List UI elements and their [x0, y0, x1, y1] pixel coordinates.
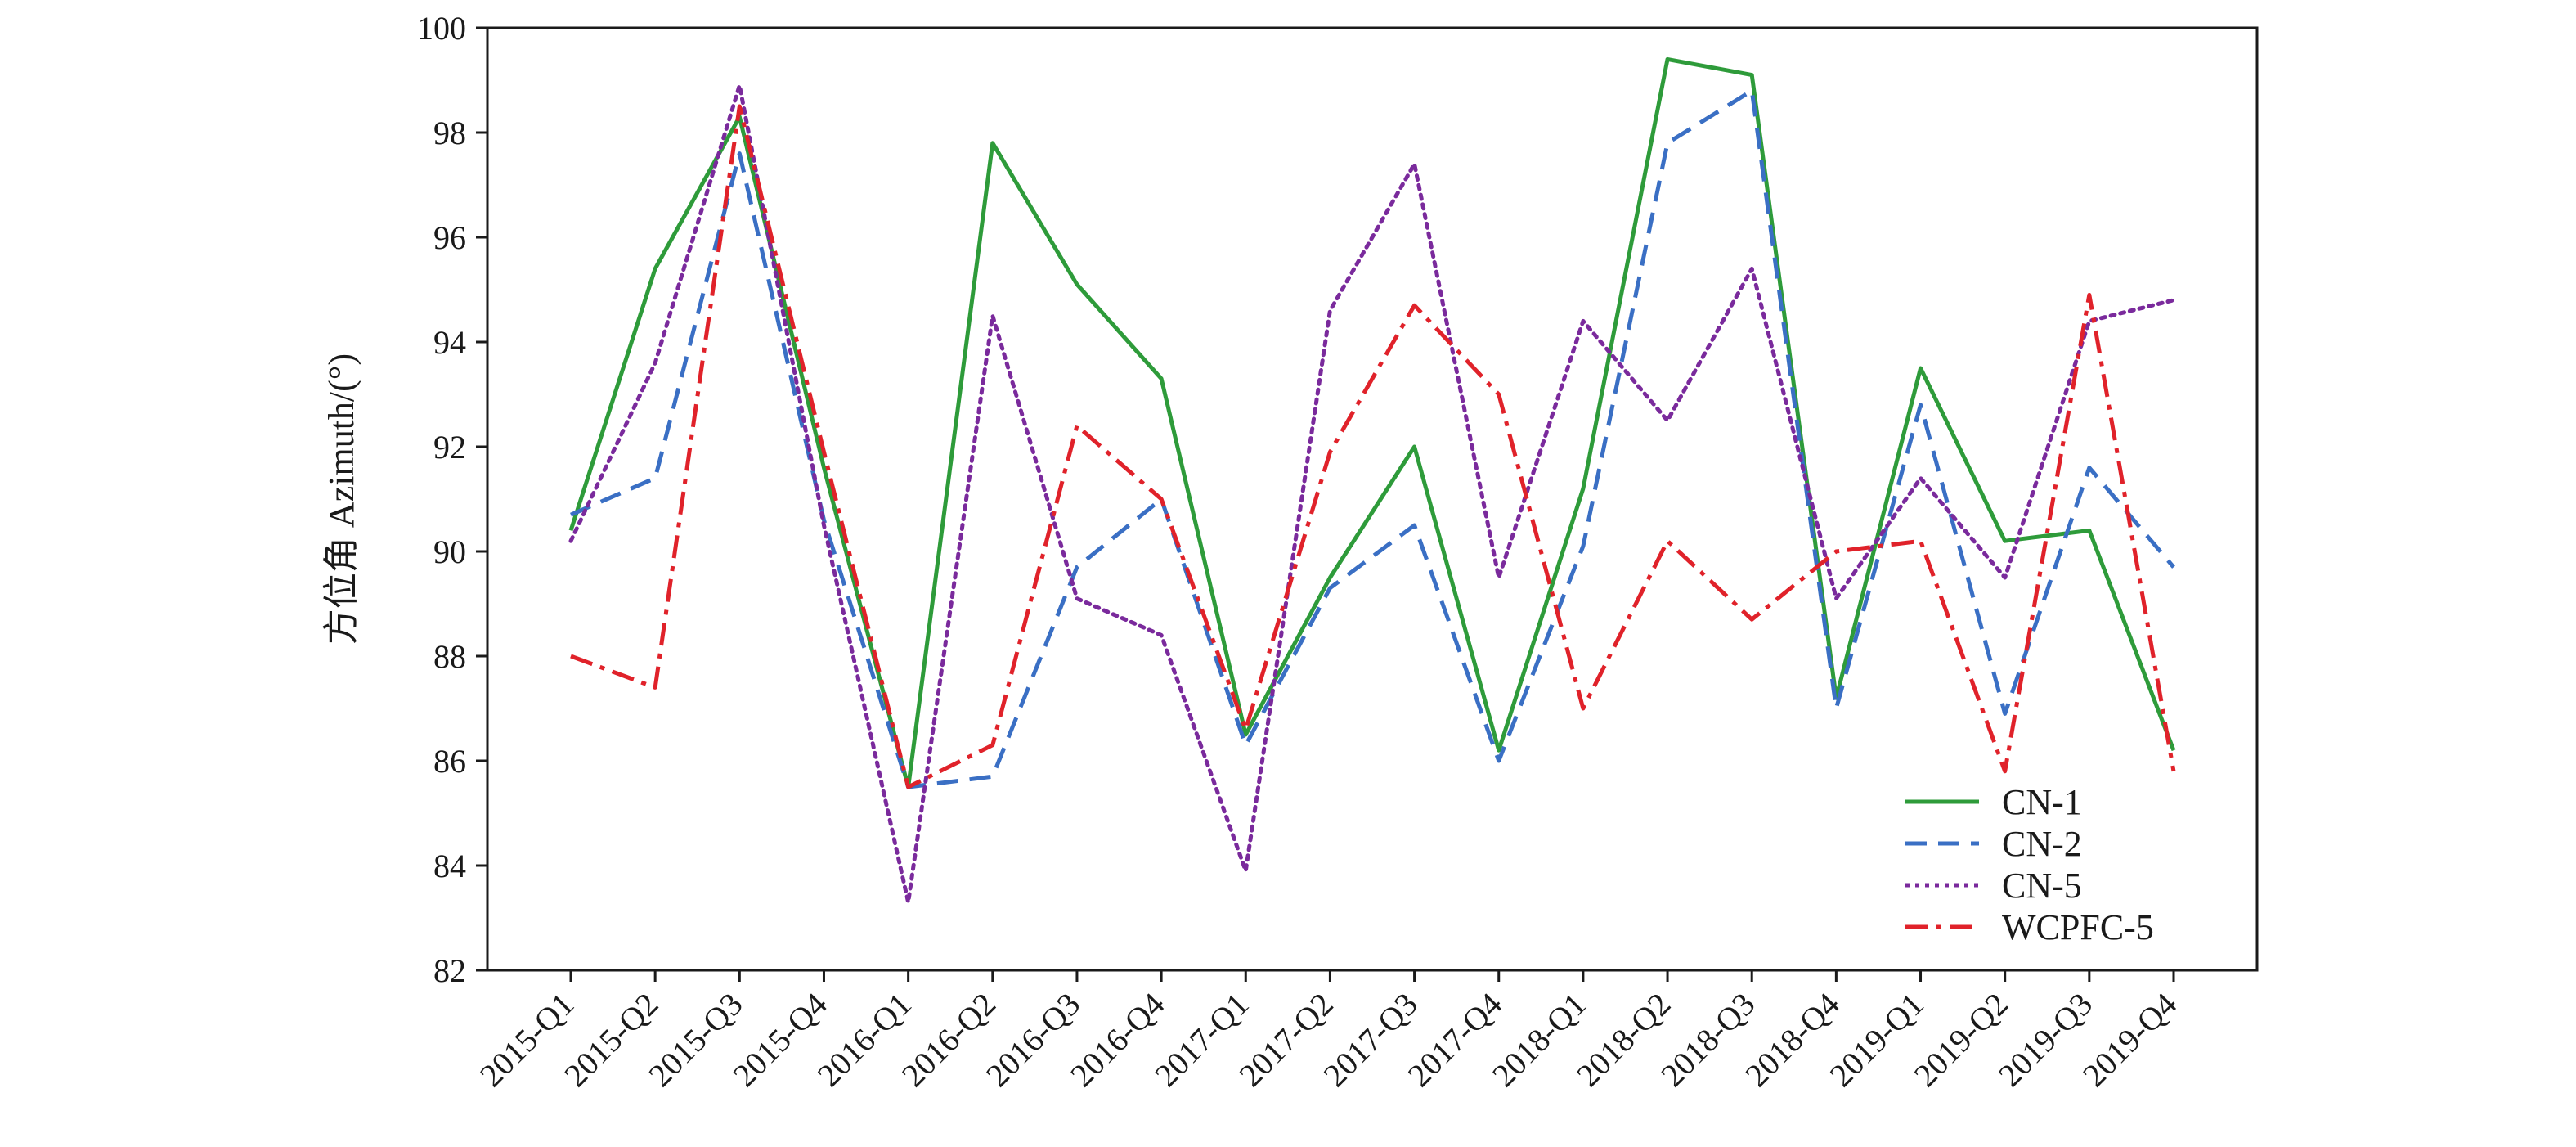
series-layer	[568, 56, 2176, 905]
y-tick-label: 86	[433, 743, 466, 780]
x-tick-label: 2018-Q3	[1654, 986, 1761, 1094]
x-tick-label: 2019-Q3	[1991, 986, 2099, 1094]
y-tick-label: 90	[433, 533, 466, 570]
x-tick-label: 2016-Q1	[810, 986, 918, 1094]
y-tick-label: 82	[433, 952, 466, 989]
y-tick-label: 96	[433, 219, 466, 256]
x-tick-label: 2016-Q4	[1063, 986, 1171, 1094]
y-tick-label: 84	[433, 848, 466, 884]
plot-area-frame	[486, 26, 2259, 972]
y-tick-label: 94	[433, 324, 466, 361]
x-tick-label: 2018-Q4	[1738, 986, 1846, 1094]
x-tick-label: 2015-Q1	[473, 986, 581, 1094]
x-axis-ticks: 2015-Q12015-Q22015-Q32015-Q42016-Q12016-…	[473, 970, 2183, 1094]
x-tick-label: 2019-Q2	[1907, 986, 2015, 1094]
x-tick-label: 2018-Q2	[1569, 986, 1677, 1094]
x-tick-label: 2017-Q4	[1401, 986, 1509, 1094]
series-line-cn-1	[568, 56, 2176, 789]
y-tick-label: 92	[433, 429, 466, 466]
x-tick-label: 2017-Q2	[1232, 986, 1340, 1094]
y-axis-title: 方位角 Azimuth/(°)	[321, 353, 361, 645]
y-tick-label: 88	[433, 638, 466, 675]
x-tick-label: 2018-Q1	[1485, 986, 1593, 1094]
y-tick-label: 100	[417, 10, 466, 47]
y-axis-ticks: 82 84 86 88 90 92 94 96 98 100	[417, 10, 487, 989]
x-tick-label: 2017-Q3	[1317, 986, 1425, 1094]
x-tick-label: 2019-Q1	[1823, 986, 1931, 1094]
x-tick-label: 2015-Q2	[557, 986, 665, 1094]
legend-label-cn-2: CN-2	[2002, 824, 2082, 864]
x-tick-label: 2015-Q3	[641, 986, 749, 1094]
legend-label-wcpfc-5: WCPFC-5	[2002, 907, 2154, 947]
y-tick-label: 98	[433, 115, 466, 151]
series-line-cn-5	[568, 83, 2176, 905]
x-tick-label: 2017-Q1	[1147, 986, 1255, 1094]
series-line-cn-2	[570, 88, 2175, 789]
x-tick-label: 2019-Q4	[2076, 986, 2183, 1094]
x-tick-label: 2016-Q2	[895, 986, 1003, 1094]
x-tick-label: 2015-Q4	[725, 986, 833, 1094]
series-line-wcpfc-5	[570, 104, 2176, 789]
x-tick-label: 2016-Q3	[979, 986, 1087, 1094]
legend-label-cn-5: CN-5	[2002, 866, 2082, 906]
legend-label-cn-1: CN-1	[2002, 782, 2082, 822]
